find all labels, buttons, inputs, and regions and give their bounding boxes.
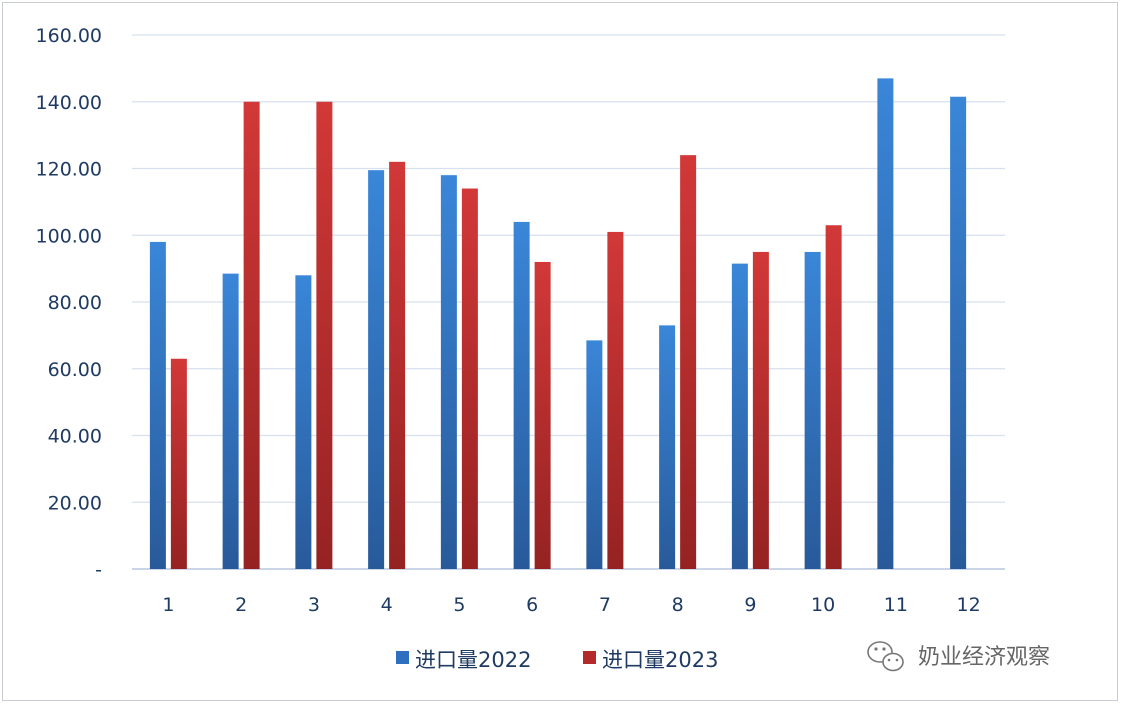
bar-series1-6 [513,221,530,569]
x-tick-label: 10 [811,594,835,616]
y-tick-label: 20.00 [48,492,102,514]
x-tick-label: 11 [884,594,908,616]
bar-series1-1 [149,241,166,570]
wechat-icon [867,641,904,672]
x-tick-label: 12 [957,594,981,616]
watermark-text: 奶业经济观察 [918,645,1050,670]
y-tick-label: - [95,559,102,581]
bar-series2-9 [752,251,769,569]
legend-label: 进口量2022 [415,648,531,672]
x-tick-label: 7 [599,594,611,616]
bar-series1-4 [368,170,385,569]
legend: 进口量2022 进口量2023 [396,648,718,672]
bar-series1-3 [295,275,312,569]
y-tick-label: 120.00 [36,159,102,181]
legend-swatch [396,651,409,664]
y-tick-label: 40.00 [48,426,102,448]
bar-series2-2 [243,101,260,569]
bar-series1-8 [659,325,676,569]
bar-series1-2 [222,273,239,569]
bar-series2-1 [170,358,187,569]
y-tick-label: 160.00 [36,25,102,47]
y-tick-label: 60.00 [48,359,102,381]
x-tick-label: 6 [526,594,538,616]
watermark: 奶业经济观察 [867,641,1050,672]
x-tick-label: 3 [308,594,320,616]
bar-series2-3 [316,101,333,569]
bar-series2-5 [461,188,478,569]
bar-series2-10 [825,225,842,570]
bar-series1-12 [950,96,967,570]
y-tick-label: 80.00 [48,292,102,314]
legend-label: 进口量2023 [602,648,718,672]
x-axis-ticks: 1 2 3 4 5 6 7 8 9 10 11 12 [162,594,980,616]
x-tick-label: 9 [744,594,756,616]
legend-swatch [583,651,596,664]
x-tick-label: 1 [162,594,174,616]
gridlines [132,34,1005,570]
bar-series1-10 [804,251,821,569]
x-tick-label: 5 [453,594,465,616]
bar-series2-7 [607,231,624,569]
x-tick-label: 2 [235,594,247,616]
bar-series2-8 [680,155,697,569]
bar-series1-11 [877,78,894,569]
bar-series2-6 [534,261,551,569]
y-axis-ticks: - 20.00 40.00 60.00 80.00 100.00 120.00 140.00 1… [36,25,102,581]
x-tick-label: 4 [381,594,393,616]
y-tick-label: 100.00 [36,225,102,247]
bar-series1-5 [440,175,457,570]
bar-series1-7 [586,340,603,569]
bar-series1-9 [731,263,748,569]
bars [149,78,967,570]
bar-series2-4 [389,161,406,569]
x-tick-label: 8 [672,594,684,616]
y-tick-label: 140.00 [36,92,102,114]
